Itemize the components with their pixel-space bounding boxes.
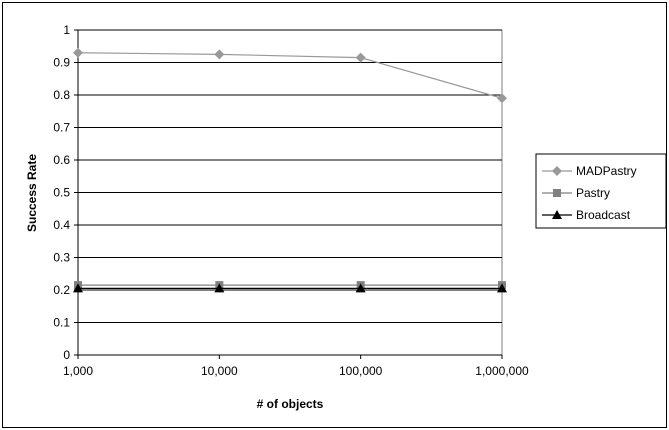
data-point-diamond	[355, 52, 366, 63]
data-point-diamond	[214, 49, 225, 60]
y-axis-title: Success Rate	[25, 154, 39, 232]
x-tick-label: 100,000	[339, 364, 383, 378]
series-line	[77, 52, 503, 99]
legend-marker-triangle	[552, 210, 562, 219]
legend-label: Pastry	[576, 186, 610, 200]
legend-marker-square	[553, 189, 561, 197]
legend-item: Pastry	[542, 186, 610, 200]
x-axis-title: # of objects	[257, 397, 324, 411]
y-axis-ticks: 0 0.1 0.2 0.3 0.4 0.5 0.6 0.7 0.8 0.9 1	[53, 23, 78, 362]
y-tick-label: 0.3	[53, 251, 70, 265]
series-broadcast	[73, 283, 507, 293]
y-tick-label: 0.4	[53, 218, 70, 232]
y-tick-label: 0	[63, 348, 70, 362]
legend-item: Broadcast	[542, 208, 631, 222]
data-point-triangle	[214, 283, 225, 293]
data-point-diamond	[497, 93, 507, 104]
x-tick-label: 1,000,000	[475, 364, 529, 378]
y-tick-label: 0.7	[53, 121, 70, 135]
y-tick-label: 0.9	[53, 56, 70, 70]
y-tick-label: 0.1	[53, 316, 70, 330]
data-point-triangle	[355, 283, 366, 293]
x-tick-label: 10,000	[201, 364, 238, 378]
legend: MADPastry Pastry Broadcast	[535, 153, 667, 229]
x-axis-ticks: 1,000 10,000 100,000 1,000,000	[63, 355, 529, 378]
legend-label: Broadcast	[576, 208, 631, 222]
y-tick-label: 0.6	[53, 153, 70, 167]
gridlines	[77, 29, 502, 356]
y-tick-label: 0.2	[53, 283, 70, 297]
series-layer	[73, 47, 507, 293]
x-tick-label: 1,000	[63, 364, 93, 378]
y-tick-label: 0.5	[53, 186, 70, 200]
legend-item: MADPastry	[542, 164, 637, 178]
legend-marker-diamond	[552, 166, 562, 176]
data-point-triangle	[497, 283, 507, 293]
y-tick-label: 0.8	[53, 88, 70, 102]
data-point-triangle	[73, 283, 83, 293]
y-tick-label: 1	[63, 23, 70, 37]
series-madpastry	[73, 47, 507, 104]
legend-label: MADPastry	[576, 164, 637, 178]
data-point-diamond	[73, 47, 83, 58]
